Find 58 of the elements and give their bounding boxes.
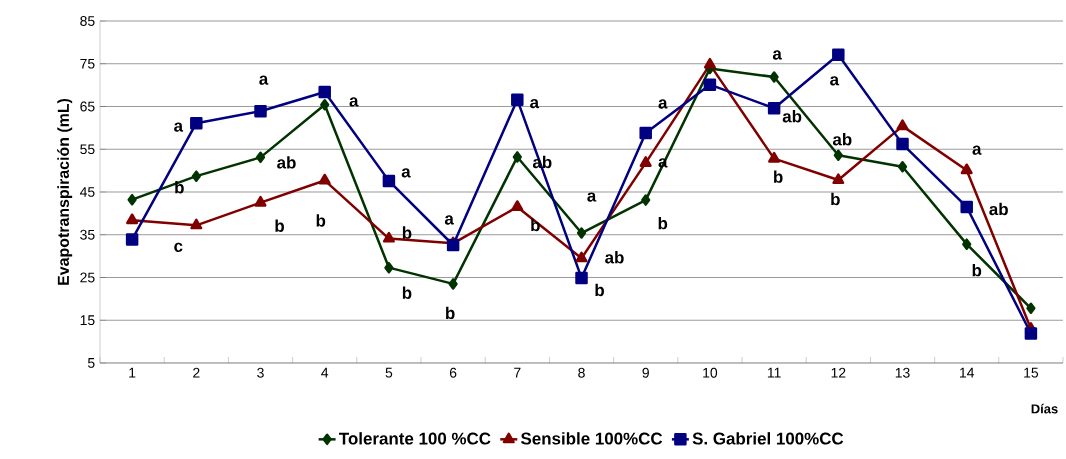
annotation: a — [972, 145, 982, 155]
annotation: a — [444, 215, 454, 225]
annotation: b — [446, 306, 455, 320]
annotation: a — [587, 192, 597, 202]
annotation: a — [401, 168, 411, 178]
y-axis-title: Evapotranspiración (mL) — [57, 98, 73, 285]
annotation: a — [530, 99, 540, 109]
annotation: b — [831, 192, 840, 206]
x-tick-label: 4 — [321, 367, 329, 378]
x-tick-label: 1 — [129, 367, 136, 378]
annotation: b — [531, 218, 540, 232]
y-tick-label: 65 — [80, 101, 95, 112]
x-tick-label: 2 — [193, 367, 200, 378]
y-tick-label: 75 — [80, 58, 95, 69]
annotation: ab — [782, 109, 802, 123]
legend-label: Sensible 100%CC — [520, 432, 663, 445]
annotation: a — [772, 50, 782, 60]
x-tick-label: 3 — [257, 367, 264, 378]
annotation: ab — [277, 156, 296, 169]
annotation: b — [316, 214, 326, 227]
x-tick-label: 6 — [449, 367, 457, 378]
annotation: c — [174, 242, 183, 252]
annotation: a — [830, 76, 840, 86]
y-tick-label: 35 — [80, 229, 95, 240]
annotation: b — [972, 263, 982, 277]
x-tick-label: 11 — [767, 367, 781, 378]
x-tick-label: 5 — [385, 367, 393, 378]
annotation: b — [175, 180, 184, 194]
y-tick-label: 45 — [79, 187, 95, 197]
annotation: b — [595, 283, 604, 297]
x-tick-label: 8 — [578, 367, 585, 378]
y-tick-label: 15 — [80, 315, 95, 326]
annotation: a — [658, 99, 668, 109]
annotation: a — [349, 97, 359, 107]
legend-label: Tolerante 100 %CC — [339, 432, 491, 445]
x-axis-title: Días — [1031, 403, 1058, 414]
annotation: b — [774, 170, 783, 183]
y-tick-label: 85 — [80, 16, 95, 26]
y-tick-label: 55 — [80, 144, 95, 155]
annotation: a — [174, 122, 184, 132]
x-tick-label: 12 — [831, 367, 846, 378]
annotation: a — [259, 75, 269, 85]
annotation: ab — [832, 133, 852, 146]
annotation: b — [275, 219, 284, 232]
annotation: b — [402, 286, 412, 299]
x-tick-label: 14 — [960, 367, 975, 378]
annotation: b — [402, 226, 412, 239]
annotation: ab — [605, 251, 624, 264]
annotation: b — [658, 216, 668, 230]
x-tick-label: 15 — [1024, 367, 1039, 378]
y-tick-label: 5 — [87, 358, 95, 368]
x-tick-label: 7 — [514, 367, 521, 378]
x-tick-label: 10 — [703, 367, 718, 378]
annotation: ab — [989, 202, 1008, 216]
legend-label: S. Gabriel 100%CC — [692, 432, 844, 445]
y-tick-label: 25 — [80, 272, 95, 283]
x-tick-label: 9 — [642, 367, 649, 378]
x-tick-label: 13 — [895, 367, 910, 378]
